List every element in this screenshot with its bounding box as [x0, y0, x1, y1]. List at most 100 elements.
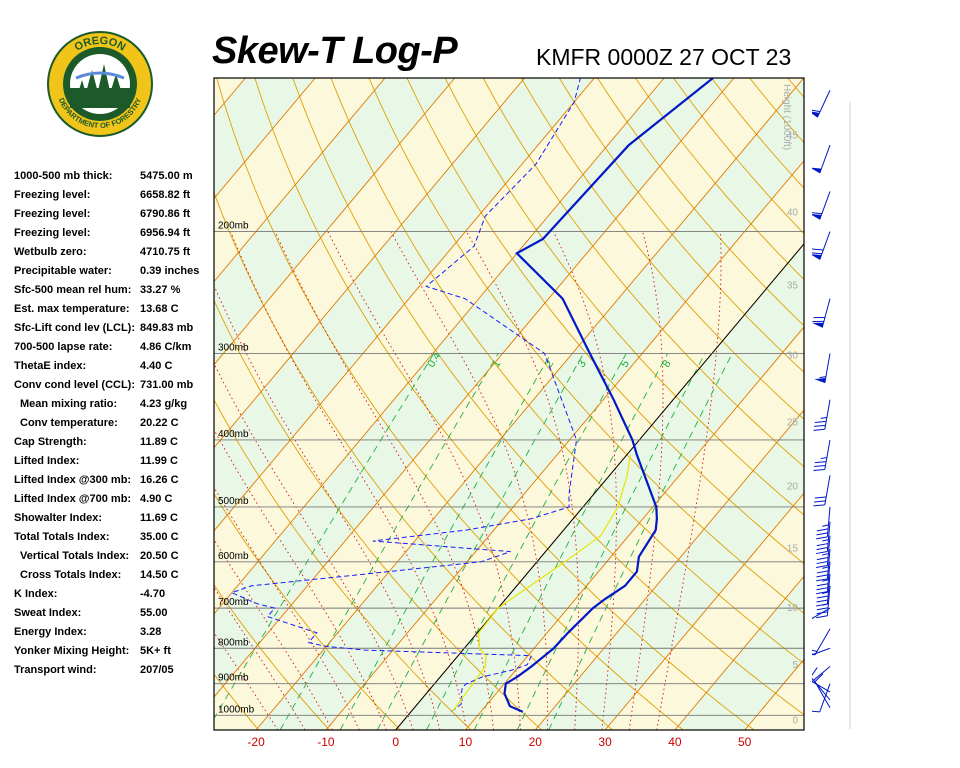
- stability-indices-panel: 1000-500 mb thick: 5475.00 m Freezing leve…: [14, 168, 219, 681]
- svg-text:OREGON: OREGON: [73, 35, 128, 54]
- index-label: Conv temperature:: [20, 417, 118, 429]
- wind-barb-full: [816, 599, 828, 603]
- index-label: Mean mixing ratio:: [20, 398, 118, 410]
- index-label: Freezing level:: [14, 208, 91, 220]
- chart-title: Skew-T Log-P: [212, 30, 458, 72]
- skew-t-diagram: 0.41235805101520253035404550Height (1000…: [213, 77, 805, 749]
- pressure-tick-label: 200mb: [218, 221, 249, 232]
- wind-barb-full: [816, 603, 828, 607]
- mixing-ratio-line: [426, 353, 627, 730]
- index-value: 731.00 mb: [140, 379, 194, 391]
- wind-barb-full: [814, 420, 827, 423]
- index-label: Transport wind:: [14, 664, 97, 676]
- pressure-tick-label: 600mb: [218, 551, 249, 562]
- index-label: Precipitable water:: [14, 265, 112, 277]
- wind-barb-full: [816, 607, 829, 611]
- index-row: Freezing level: 6790.86 ft: [14, 206, 219, 225]
- wind-barb-full: [816, 547, 828, 551]
- dry-adiabat: [482, 78, 804, 468]
- wind-barb-staff: [826, 574, 831, 604]
- wind-barb-full: [813, 504, 825, 507]
- dry-adiabat: [520, 78, 804, 420]
- index-value: 14.50 C: [140, 569, 179, 581]
- isotherm-band: [214, 78, 804, 730]
- index-value: 13.68 C: [140, 303, 179, 315]
- wind-barb-full: [812, 109, 821, 113]
- height-tick-label: 15: [787, 543, 799, 554]
- height-tick-label: 30: [787, 350, 799, 361]
- isotherm-line: [214, 78, 456, 366]
- wind-barb: [816, 585, 831, 619]
- height-tick-label: 5: [792, 660, 798, 671]
- wind-barb: [812, 628, 831, 656]
- wind-barb-staff: [824, 439, 831, 470]
- parcel-profile: [451, 454, 632, 713]
- wind-barb: [813, 399, 831, 431]
- dry-adiabat: [214, 673, 259, 730]
- wind-barb-half: [820, 416, 827, 419]
- moist-adiabat: [230, 231, 468, 730]
- height-tick-label: 45: [787, 131, 799, 142]
- isotherm-line: [214, 78, 525, 449]
- wind-barb-full: [813, 317, 825, 319]
- isotherm-line: [214, 78, 665, 615]
- index-row: Freezing level: 6956.94 ft: [14, 225, 219, 244]
- wind-barb: [812, 667, 831, 701]
- index-value: 849.83 mb: [140, 322, 194, 334]
- wind-barb-full: [814, 461, 827, 464]
- wind-barb-full: [816, 611, 828, 615]
- dry-adiabat: [214, 398, 472, 730]
- index-row: Lifted Index: 11.99 C: [14, 453, 219, 472]
- wind-barb: [812, 683, 831, 713]
- index-label: Vertical Totals Index:: [20, 550, 130, 562]
- moist-adiabat: [214, 362, 414, 730]
- isotherm-line: [214, 78, 316, 200]
- index-label: Cap Strength:: [14, 436, 87, 448]
- temperature-tick-label: 0: [392, 735, 399, 749]
- height-axis-label: Height (1000ft): [781, 84, 792, 150]
- index-value: 5475.00 m: [140, 170, 193, 182]
- temperature-tick-label: 30: [598, 735, 612, 749]
- dry-adiabat: [368, 78, 804, 614]
- height-tick-label: 25: [787, 417, 799, 428]
- moist-adiabat: [214, 284, 441, 730]
- wind-barb-staff: [819, 683, 831, 713]
- oregon-department-of-forestry-logo: OREGON DEPARTMENT OF FORESTRY: [47, 31, 153, 137]
- wind-barb-half: [812, 649, 818, 652]
- wind-barb-full: [812, 248, 824, 251]
- moist-adiabat: [552, 231, 617, 730]
- index-row: K Index: -4.70: [14, 586, 219, 605]
- index-row: Mean mixing ratio: 4.23 g/kg: [14, 396, 219, 415]
- index-value: 5K+ ft: [140, 645, 171, 657]
- isotherm-line: [214, 78, 735, 698]
- wind-barb-full: [812, 651, 816, 656]
- wind-barb-full: [813, 468, 825, 471]
- wind-barb-full: [814, 673, 824, 683]
- wind-barb-staff: [812, 607, 831, 624]
- dry-adiabat: [214, 584, 330, 730]
- moist-adiabat: [466, 231, 580, 730]
- index-row: Precipitable water: 0.39 inches: [14, 263, 219, 282]
- pressure-tick-label: 800mb: [218, 637, 249, 648]
- plot-frame: [213, 77, 805, 731]
- index-value: 6790.86 ft: [140, 208, 191, 220]
- height-tick-label: 10: [787, 603, 799, 614]
- wind-barb-full: [816, 543, 829, 547]
- index-label: 700-500 lapse rate:: [14, 341, 113, 353]
- wind-barb: [812, 666, 831, 687]
- wind-barb-staff: [826, 535, 831, 566]
- mixing-ratio-line: [548, 353, 733, 730]
- isotherm-line: [674, 575, 804, 730]
- index-label: Conv cond level (CCL):: [14, 379, 136, 391]
- wind-barb: [812, 90, 831, 118]
- mixing-ratio-line: [214, 353, 435, 720]
- wind-barb-staff: [826, 548, 831, 579]
- wind-barb-staff: [824, 399, 831, 430]
- index-row: Total Totals Index: 35.00 C: [14, 529, 219, 548]
- index-value: 0.39 inches: [140, 265, 200, 277]
- wind-barb-flag: [812, 322, 824, 328]
- wind-barb: [816, 506, 831, 540]
- wind-barb-full: [813, 428, 825, 431]
- isotherm-line: [465, 326, 804, 730]
- wind-barb-staff: [814, 628, 831, 656]
